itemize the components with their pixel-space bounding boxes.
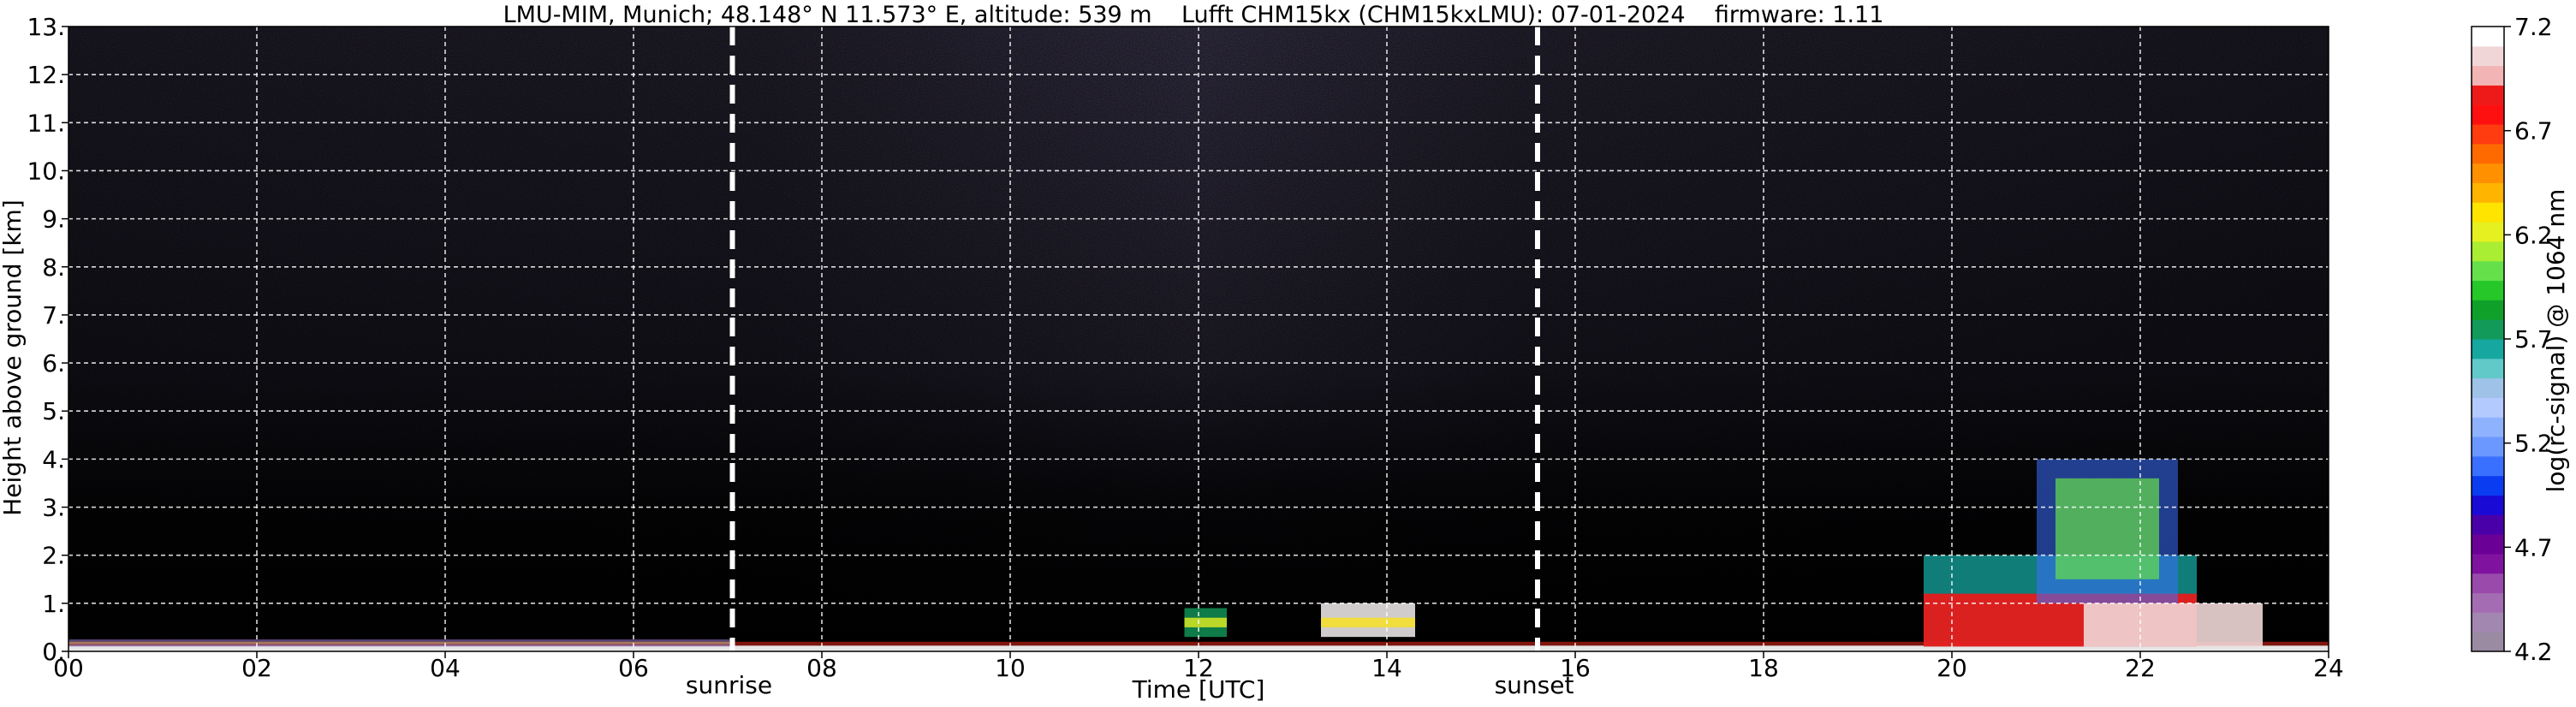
- colorbar-segment: [2472, 437, 2504, 457]
- colorbar-tick-label: 6.2: [2514, 221, 2553, 249]
- y-tick-label: 13.: [27, 13, 65, 41]
- y-tick-label: 0.: [42, 638, 65, 666]
- colorbar-tick-label: 5.2: [2514, 430, 2553, 458]
- y-tick-label: 11.: [27, 109, 65, 137]
- x-axis-label: Time [UTC]: [1132, 675, 1265, 704]
- colorbar-label: log(rc-signal) @ 1064 nm: [2542, 189, 2570, 493]
- y-tick-label: 12.: [27, 61, 65, 89]
- colorbar-segment: [2472, 163, 2504, 183]
- grid-lines: [68, 27, 2329, 651]
- signal-region-1-core: [1184, 617, 1227, 627]
- signal-region-0: [68, 639, 733, 647]
- colorbar-segment: [2472, 143, 2504, 164]
- colorbar-tick-label: 7.2: [2514, 13, 2553, 41]
- colorbar-tick-label: 6.7: [2514, 117, 2553, 146]
- colorbar-segment: [2472, 124, 2504, 145]
- colorbar-segment: [2472, 45, 2504, 67]
- sunset-label: sunset: [1495, 671, 1574, 699]
- y-tick-label: 10.: [27, 157, 65, 185]
- x-tick-label: 00: [53, 654, 84, 682]
- colorbar-segment: [2472, 455, 2504, 477]
- colorbar-segment: [2472, 397, 2504, 418]
- colorbar-segment: [2472, 612, 2504, 633]
- y-tick-label: 1.: [42, 590, 65, 618]
- signal-region-4-core: [2055, 478, 2159, 579]
- colorbar-segment: [2472, 417, 2504, 437]
- signal-region-0-core: [68, 641, 733, 645]
- y-tick-label: 4.: [42, 445, 65, 473]
- colorbar-segment: [2472, 358, 2504, 379]
- colorbar-segment: [2472, 495, 2504, 515]
- x-tick-label: 22: [2125, 654, 2156, 682]
- sun-markers: [729, 27, 1540, 651]
- colorbar-segment: [2472, 553, 2504, 574]
- colorbar-segment: [2472, 27, 2504, 47]
- chart-title: LMU-MIM, Munich; 48.148° N 11.573° E, al…: [503, 2, 1884, 28]
- colorbar-segment: [2472, 241, 2504, 262]
- colorbar-segment: [2472, 104, 2504, 125]
- colorbar-segment: [2472, 514, 2504, 535]
- y-tick-label: 5.: [42, 397, 65, 425]
- colorbar-segment: [2472, 534, 2504, 555]
- x-tick-label: 14: [1371, 654, 1402, 682]
- colorbar-segment: [2472, 280, 2504, 300]
- x-tick-label: 18: [1748, 654, 1779, 682]
- x-tick-label: 02: [241, 654, 272, 682]
- colorbar-segment: [2472, 632, 2504, 652]
- colorbar-segment: [2472, 377, 2504, 398]
- y-tick-label: 2.: [42, 542, 65, 570]
- colorbar-segment: [2472, 222, 2504, 242]
- y-tick-label: 6.: [42, 349, 65, 377]
- colorbar-ticks: 4.2 4.7 5.2 5.7 6.2 6.7 7.2: [2504, 13, 2553, 666]
- x-tick-label: 10: [995, 654, 1026, 682]
- colorbar-segment: [2472, 319, 2504, 340]
- y-tick-label: 3.: [42, 494, 65, 522]
- x-tick-label: 24: [2313, 654, 2344, 682]
- x-axis-ticks: 00 02 04 06 08 10 12 14 16 18 20 22 24: [53, 651, 2344, 682]
- colorbar-tick-label: 4.7: [2514, 533, 2553, 561]
- colorbar-segment: [2472, 65, 2504, 86]
- colorbar-segment: [2472, 182, 2504, 203]
- y-axis-label: Height above ground [km]: [0, 199, 27, 516]
- sunrise-label: sunrise: [686, 671, 772, 699]
- signal-region-2-core: [1321, 617, 1415, 627]
- colorbar: [2471, 26, 2505, 652]
- y-axis-ticks: 0. 1. 2. 3. 4. 5. 6. 7. 8. 9. 10. 11. 12. 13.: [27, 13, 68, 666]
- signal-region-5: [2084, 603, 2263, 647]
- colorbar-segment: [2472, 573, 2504, 594]
- x-tick-label: 06: [618, 654, 649, 682]
- colorbar-tick-label: 5.7: [2514, 325, 2553, 354]
- y-tick-label: 7.: [42, 301, 65, 330]
- colorbar-segment: [2472, 475, 2504, 496]
- y-tick-label: 9.: [42, 205, 65, 234]
- plot-area: [68, 27, 2329, 651]
- x-tick-label: 20: [1936, 654, 1967, 682]
- colorbar-segment: [2472, 300, 2504, 320]
- x-tick-label: 16: [1560, 654, 1591, 682]
- colorbar-segment: [2472, 339, 2504, 359]
- x-tick-label: 04: [430, 654, 461, 682]
- surface-layer: [68, 645, 2329, 651]
- sun-marker-labels: sunrise sunset: [686, 671, 1574, 699]
- x-tick-label: 08: [806, 654, 837, 682]
- colorbar-segment: [2472, 202, 2504, 223]
- x-tick-label: 12: [1183, 654, 1214, 682]
- colorbar-tick-label: 4.2: [2514, 638, 2553, 666]
- y-tick-label: 8.: [42, 253, 65, 282]
- colorbar-segment: [2472, 260, 2504, 282]
- colorbar-segment: [2472, 592, 2504, 613]
- colorbar-segment: [2472, 85, 2504, 105]
